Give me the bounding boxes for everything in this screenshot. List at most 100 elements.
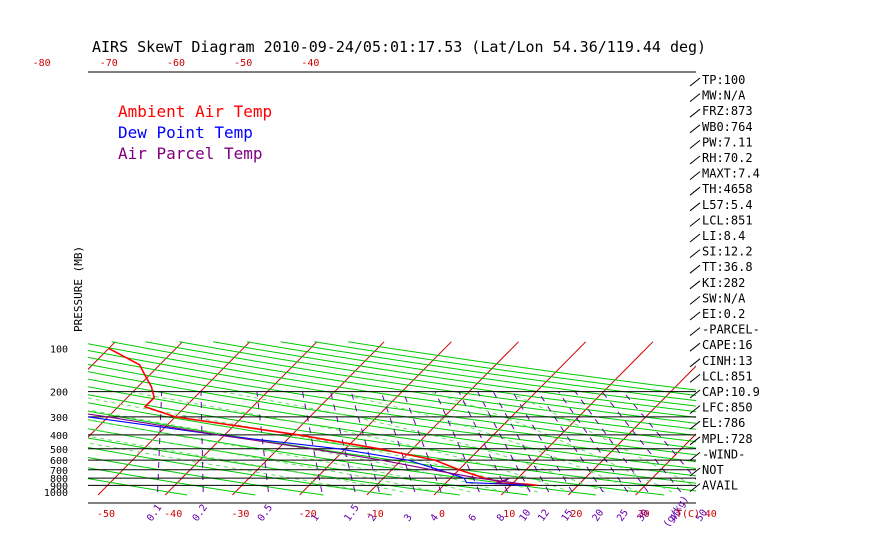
mixing-ratio-label: 25: [615, 508, 631, 524]
stat-item: MAXT:7.4: [702, 167, 760, 181]
stat-item: L57:5.4: [702, 198, 753, 212]
top-temp-tick-label: -60: [167, 58, 185, 69]
top-temp-tick-label: -50: [234, 58, 252, 69]
stat-item: WB0:764: [702, 120, 753, 134]
bottom-temp-tick-label: -30: [231, 509, 249, 520]
bottom-temp-tick-label: 20: [570, 509, 582, 520]
stat-item: MPL:728: [702, 432, 753, 446]
isotherm-line: [88, 341, 183, 438]
x-unit-label: T(C): [676, 509, 700, 520]
stat-tick: [689, 467, 701, 477]
stat-tick: [689, 327, 701, 336]
isotherm-line: [232, 341, 385, 496]
stat-tick: [689, 483, 701, 492]
bottom-temp-tick-label: 30: [638, 509, 650, 520]
dry-adiabat-line: [88, 363, 696, 456]
stat-tick: [689, 420, 701, 430]
bottom-temp-tick-label: -50: [97, 509, 115, 520]
bottom-temp-tick-label: -10: [366, 509, 384, 520]
stat-item: SW:N/A: [702, 291, 746, 305]
stat-item: AVAIL: [702, 479, 738, 493]
dry-adiabat-line: [88, 478, 188, 496]
mixing-ratio-line: [200, 391, 204, 493]
mixing-ratio-line: [402, 391, 442, 493]
mixing-ratio-label: 3: [402, 512, 414, 523]
stat-item: LCL:851: [702, 213, 753, 227]
stat-item: MW:N/A: [702, 89, 746, 103]
moist-adiabat-line: [221, 391, 606, 493]
mixing-ratio-line: [622, 391, 696, 481]
pressure-tick-label: 400: [50, 431, 68, 442]
dry-adiabat-line: [88, 410, 665, 496]
stat-tick: [689, 374, 701, 383]
mixing-ratio-line: [574, 391, 649, 493]
stat-tick: [689, 311, 701, 321]
pressure-tick-label: 500: [50, 445, 68, 456]
dry-adiabat-line: [88, 428, 528, 496]
bottom-temp-tick-label: 10: [503, 509, 515, 520]
stat-tick: [689, 358, 701, 368]
mixing-ratio-label: 8: [495, 512, 507, 523]
mixing-ratio-line: [537, 391, 604, 493]
stat-tick: [689, 171, 701, 180]
dry-adiabat-line: [88, 371, 696, 463]
legend: Ambient Air Temp Dew Point Temp Air Parcel…: [118, 102, 272, 163]
mixing-ratio-label: 6: [467, 512, 479, 523]
stat-item: LFC:850: [702, 401, 753, 415]
bottom-temp-tick-label: -20: [299, 509, 317, 520]
mixing-ratio-line: [380, 391, 416, 493]
stat-item: NOT: [702, 463, 724, 477]
dry-adiabat-line: [88, 378, 696, 470]
isotherm-line: [88, 341, 116, 371]
mixing-ratio-label: 2: [367, 512, 379, 523]
stat-tick: [689, 186, 701, 196]
mixing-ratio-line: [601, 391, 682, 493]
stat-item: -PARCEL-: [702, 323, 760, 337]
stat-item: RH:70.2: [702, 151, 753, 165]
bottom-temperature-ticks: -50 -40 -30 -20 -10 0 10 20 30 40: [97, 509, 717, 520]
dry-adiabat-line: [88, 349, 696, 443]
stat-tick: [689, 342, 701, 352]
stat-tick: [689, 140, 701, 149]
stat-tick: [689, 233, 701, 243]
pressure-tick-label: 600: [50, 456, 68, 467]
stat-item: FRZ:873: [702, 104, 753, 118]
mixing-ratio-labels: 0.1 0.2 0.5 1 1.5 2 3 4 6 8 10 12 15 20 25 30 40 50(g/kg): [145, 494, 710, 530]
stat-item: CINH:13: [702, 354, 753, 368]
pressure-tick-label: 900: [50, 481, 68, 492]
series-line-air-parcel-temp: [88, 413, 531, 486]
stat-tick: [689, 93, 701, 102]
stat-item: CAPE:16: [702, 338, 753, 352]
mixing-ratio-label: 1: [309, 512, 321, 523]
wind-barb: [495, 479, 508, 485]
dry-adiabat-line: [88, 386, 696, 477]
mixing-ratio-line: [557, 391, 629, 493]
dry-adiabat-line: [88, 437, 460, 496]
mixing-ratio-line: [157, 391, 163, 493]
mixing-ratio-label: 0.2: [191, 503, 210, 524]
dry-adiabat-line: [246, 341, 696, 407]
stat-tick: [689, 155, 701, 165]
stat-tick: [689, 108, 701, 118]
stat-tick: [689, 405, 701, 414]
pressure-tick-label: 200: [50, 388, 68, 399]
stat-item: -WIND-: [702, 447, 745, 461]
stat-item: EI:0.2: [702, 307, 745, 321]
legend-entry: Dew Point Temp: [118, 123, 253, 142]
stat-item: EL:786: [702, 416, 745, 430]
dry-adiabat-line: [88, 394, 696, 484]
moist-adiabat-line: [506, 391, 696, 488]
mixing-ratio-label: 1.5: [342, 503, 361, 524]
stat-item: KI:282: [702, 276, 745, 290]
pressure-tick-label: 700: [50, 466, 68, 477]
stat-tick: [689, 389, 701, 399]
legend-entry: Air Parcel Temp: [118, 144, 263, 163]
moist-adiabat-line: [88, 419, 471, 493]
stat-item: PW:7.11: [702, 135, 753, 149]
stat-tick: [689, 77, 701, 87]
stat-tick: [689, 249, 701, 258]
dry-adiabat-line: [145, 341, 696, 424]
wind-barbs: [495, 478, 509, 485]
